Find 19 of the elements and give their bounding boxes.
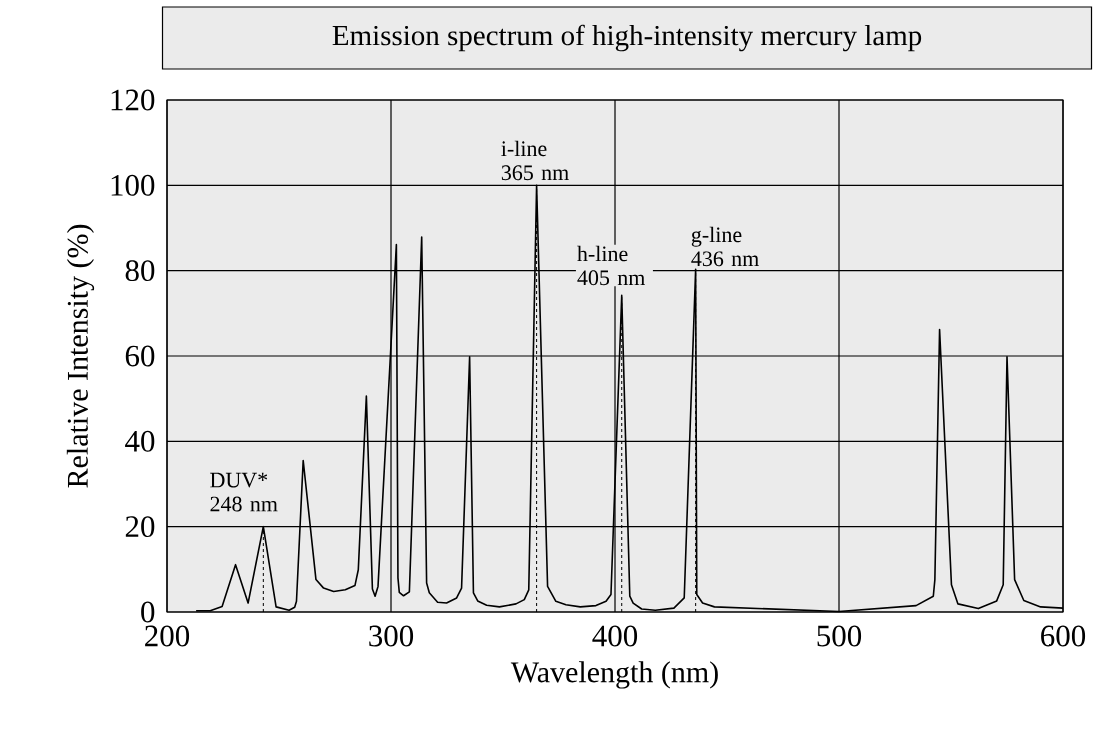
y-tick-label: 80 [125,260,155,282]
y-tick-label: 0 [141,601,155,623]
y-tick-label: 120 [111,89,155,111]
y-axis-title: Relative Intensity (%) [66,224,95,488]
y-tick-label: 100 [111,174,155,196]
y-tick-label: 40 [125,430,155,452]
annotation: h-line 405 nm [577,245,646,286]
y-tick-label: 60 [125,345,155,367]
x-axis-title: Wavelength (nm) [510,661,718,689]
x-tick-label: 300 [369,625,414,647]
annotation: g-line 436 nm [691,226,759,267]
x-tick-label: 200 [145,625,190,647]
annotation: DUV* 248 nm [210,472,278,512]
annotation: i-line 365 nm [501,140,569,181]
x-tick-label: 600 [1041,625,1086,647]
chart-title: Emission spectrum of high-intensity mercury lamp [332,24,922,52]
y-tick-label: 20 [125,516,155,538]
x-tick-label: 400 [592,625,638,647]
x-tick-label: 500 [817,625,862,647]
